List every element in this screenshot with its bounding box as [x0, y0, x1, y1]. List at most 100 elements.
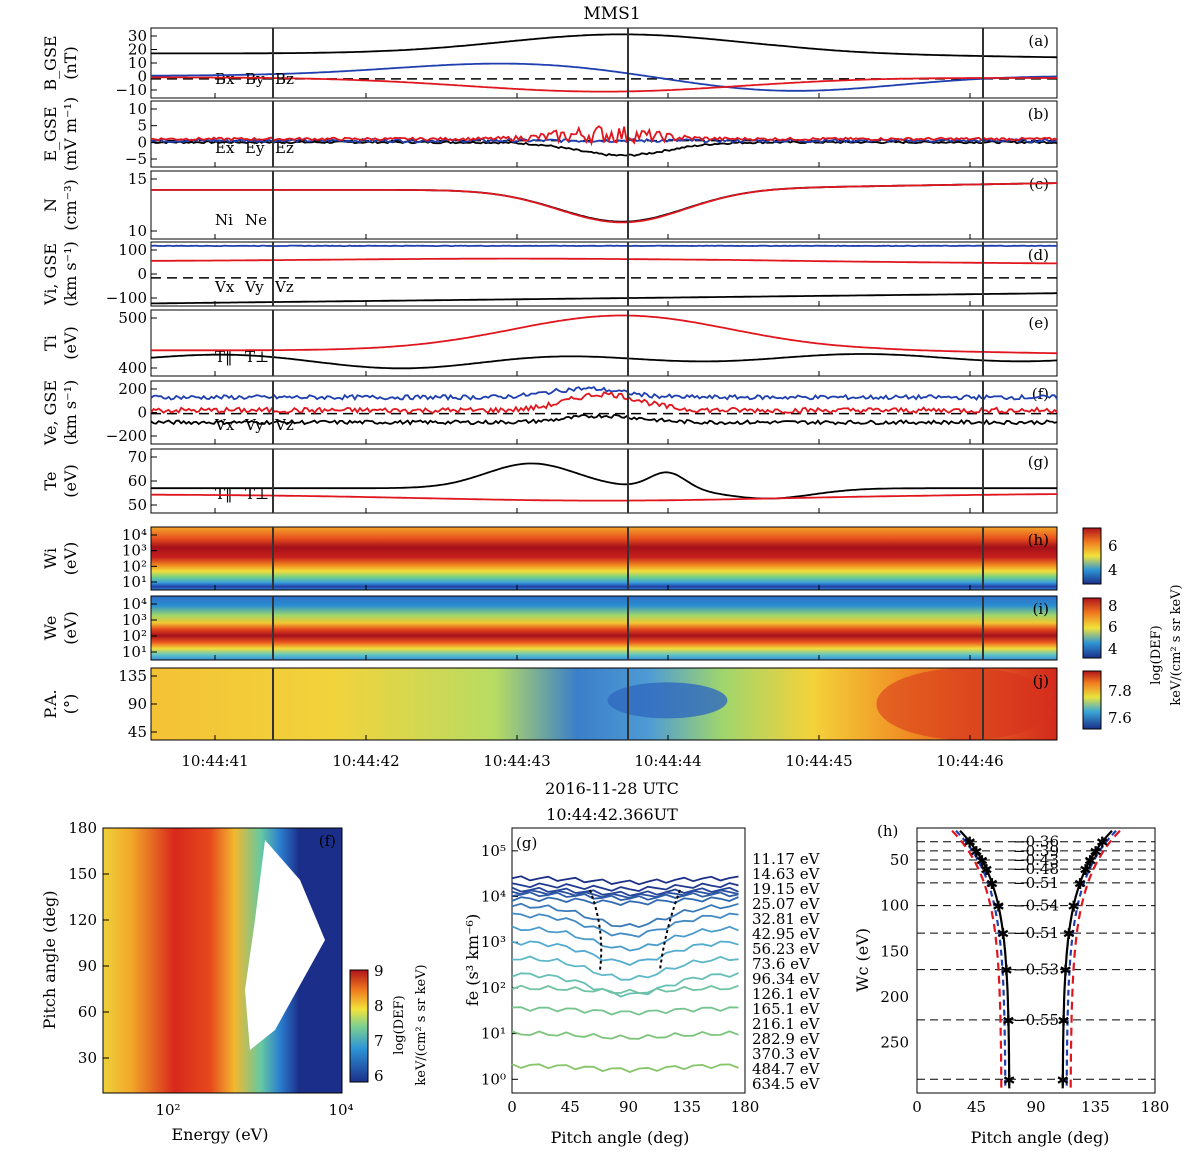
pa-enhancement	[876, 668, 1057, 740]
level-value: −0.53	[1013, 961, 1059, 979]
xtick-label: 180	[731, 1098, 760, 1116]
ytick-label: 100	[880, 897, 909, 915]
time-tick: 10:44:43	[483, 752, 550, 770]
energy-label: 126.1 eV	[752, 985, 821, 1003]
ylabel-1: Ve, GSE	[41, 380, 60, 446]
legend-Ez: Ez	[275, 139, 294, 157]
fe-curve-11	[511, 972, 739, 998]
ytick-label: 10⁴	[481, 888, 506, 906]
ylabel-2: (nT)	[61, 46, 80, 79]
ytick-label: 10	[128, 54, 147, 72]
legend-Ex: Ex	[215, 139, 235, 157]
ylabel-2: (°)	[61, 694, 80, 714]
xtick-label: 45	[967, 1098, 986, 1116]
ytick-label: 10⁰	[481, 1070, 506, 1088]
series-f-Vx	[150, 413, 1058, 426]
ylabel: Wc (eV)	[853, 928, 872, 992]
ytick-label: 150	[68, 865, 97, 883]
xtick-label: 45	[561, 1098, 580, 1116]
ytick-label: 10³	[122, 611, 147, 629]
legend-Vz: Vz	[274, 416, 294, 434]
series-d-Vx	[151, 292, 1057, 305]
heatmap-i	[151, 596, 1057, 660]
ylabel-1: Ti	[41, 335, 60, 351]
ylabel-2: (km s⁻¹)	[61, 241, 80, 307]
ylabel-1: Te	[41, 472, 60, 491]
fe-curve-1	[511, 882, 739, 892]
cb-e-tick-4: 4	[1108, 640, 1118, 658]
ylabel-1: B_GSE	[41, 35, 60, 90]
ytick-label: 10	[128, 100, 147, 118]
xtick-label: 0	[507, 1098, 517, 1116]
marker: ✱	[1057, 1071, 1070, 1089]
ytick-label: 70	[128, 448, 147, 466]
series-f-Vy	[150, 386, 1058, 401]
ytick-label: −5	[125, 150, 147, 168]
marker: ✱	[997, 925, 1010, 943]
energy-label: 370.3 eV	[752, 1045, 821, 1063]
marker: ✱	[1002, 1012, 1015, 1030]
level-value: −0.54	[1013, 897, 1059, 915]
energy-label: 25.07 eV	[752, 895, 821, 913]
wc-curve	[1061, 829, 1113, 1089]
ylabel-1: P.A.	[41, 689, 60, 718]
boundary-right	[659, 889, 681, 971]
time-tick: 10:44:45	[785, 752, 852, 770]
fe-curve-13	[511, 1006, 739, 1016]
energy-label: 634.5 eV	[752, 1075, 821, 1093]
panel-title: 10:44:42.366UT	[546, 805, 678, 824]
ytick-label: 250	[880, 1034, 909, 1052]
no-data-region	[245, 840, 325, 1050]
level-value: −0.51	[1013, 874, 1059, 892]
ylabel-2: (cm⁻³)	[61, 179, 80, 230]
panel-label: (g)	[516, 834, 537, 852]
series-c-Ne	[151, 182, 1057, 224]
ylabel-1: E_GSE	[41, 106, 60, 161]
energy-label: 42.95 eV	[752, 925, 821, 943]
fe-curve-9	[511, 940, 739, 966]
ytick-label: 10⁴	[122, 595, 147, 613]
ylabel-2: (mV m⁻¹)	[61, 97, 80, 171]
cb-tick: 7	[374, 1032, 384, 1050]
cb-e-tick-6: 6	[1108, 618, 1118, 636]
xtick-label: 180	[1141, 1098, 1170, 1116]
energy-label: 19.15 eV	[752, 880, 821, 898]
frame-b	[150, 100, 1058, 168]
ytick-label: 90	[78, 957, 97, 975]
xlabel: Pitch angle (deg)	[971, 1128, 1110, 1147]
panel-label: (g)	[1028, 453, 1049, 471]
wc-curve	[1065, 829, 1117, 1089]
ytick-label: 60	[78, 1003, 97, 1021]
fe-curve-5	[511, 896, 739, 906]
panel-label: (j)	[1033, 672, 1049, 690]
colorbar-ion: 6 4	[1082, 527, 1118, 585]
legend-T‖: T‖	[215, 485, 233, 503]
fe-curve-8	[511, 925, 739, 952]
colorbar	[349, 969, 369, 1083]
level-value: −0.51	[1013, 924, 1059, 942]
energy-label: 56.23 eV	[752, 940, 821, 958]
series-a-Bx	[151, 33, 1058, 59]
marker: ✱	[976, 852, 989, 870]
ytick-label: 400	[118, 359, 147, 377]
ytick-label: 30	[128, 27, 147, 45]
time-tick: 10:44:42	[332, 752, 399, 770]
time-tick: 10:44:41	[181, 752, 248, 770]
ylabel-2: (eV)	[61, 611, 80, 645]
energy-label: 11.17 eV	[752, 850, 821, 868]
colorbar-shared-label-1: log(DEF)	[1149, 625, 1164, 684]
series-c-Ni	[151, 182, 1057, 223]
fe-curve-15	[511, 1063, 739, 1073]
ytick-label: 10²	[122, 557, 147, 575]
energy-label: 32.81 eV	[752, 910, 821, 928]
energy-label: 73.6 eV	[752, 955, 811, 973]
series-e-T‖	[150, 353, 1058, 370]
pa-depletion	[607, 682, 728, 719]
ytick-label: 15	[128, 170, 147, 188]
marker: ✱	[1089, 843, 1102, 861]
frame-h	[150, 526, 1058, 591]
energy-label: 165.1 eV	[752, 1000, 821, 1018]
time-tick: 10:44:46	[936, 752, 1003, 770]
fe-curve-0	[511, 875, 739, 886]
